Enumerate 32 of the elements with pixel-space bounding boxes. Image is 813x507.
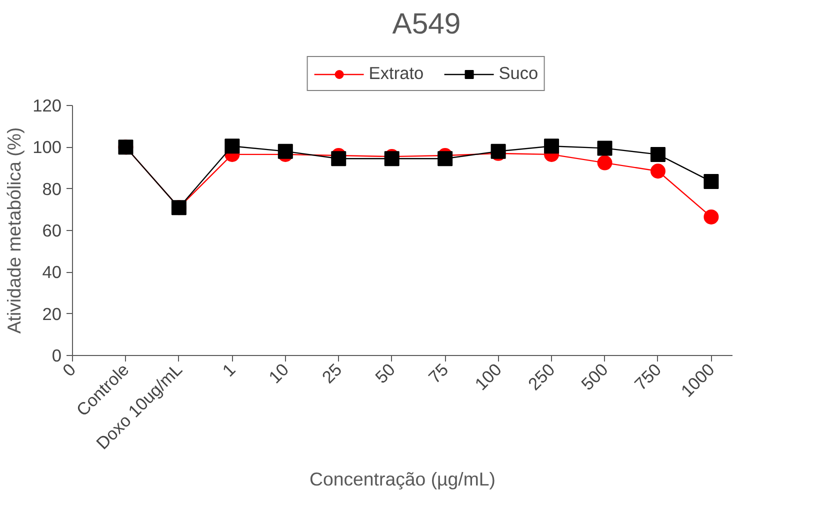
- x-axis-title: Concentração (µg/mL): [310, 468, 496, 490]
- x-tick-label: 75: [424, 359, 452, 388]
- point: [544, 138, 560, 154]
- point: [704, 209, 719, 224]
- y-axis-title: Atividade metabólica (%): [4, 127, 25, 334]
- x-tick-label: 1: [218, 359, 240, 380]
- legend-label: Extrato: [368, 63, 424, 84]
- y-tick-label: 80: [42, 178, 62, 199]
- x-tick-label: 100: [470, 359, 506, 394]
- y-tick-label: 120: [32, 96, 62, 116]
- point: [438, 151, 453, 166]
- point: [650, 146, 666, 162]
- y-tick-label: 0: [52, 346, 62, 366]
- x-tick-label: 250: [524, 359, 559, 394]
- point: [224, 138, 240, 154]
- point: [597, 155, 612, 170]
- y-tick-label: 60: [42, 220, 62, 240]
- x-tick-label: 25: [318, 359, 346, 388]
- y-tick-label: 40: [42, 262, 62, 282]
- x-tick-label: 50: [371, 359, 399, 388]
- x-tick-label: 500: [577, 359, 612, 394]
- x-tick-label: 10: [264, 359, 292, 388]
- chart-title: A549: [392, 8, 461, 40]
- x-tick-label: 750: [630, 359, 666, 394]
- point: [650, 164, 666, 179]
- legend-label: Suco: [498, 63, 538, 84]
- point: [278, 144, 293, 159]
- point: [331, 151, 346, 166]
- y-tick-label: 20: [42, 304, 62, 324]
- point: [597, 140, 612, 156]
- y-tick-label: 100: [32, 137, 62, 158]
- point: [704, 174, 719, 190]
